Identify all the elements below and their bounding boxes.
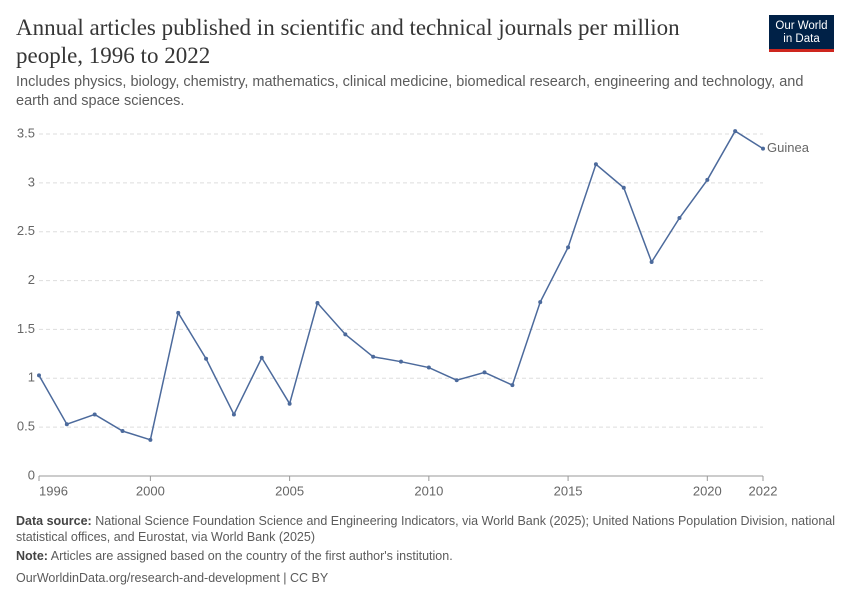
y-tick-label: 3.5 [17,125,35,140]
note-text: Articles are assigned based on the count… [50,549,453,563]
chart-title: Annual articles published in scientific … [16,15,680,68]
point [37,373,41,378]
point [426,365,431,370]
series-label: Guinea [767,140,810,155]
x-tick-label: 2010 [414,483,443,498]
point [705,177,710,182]
point [315,301,320,306]
x-tick-label: 2005 [275,483,304,498]
point [454,378,459,383]
line [38,130,764,441]
point [761,146,765,151]
point [92,412,97,417]
point [621,185,626,190]
x-tick-label: 2022 [749,483,778,498]
logo-text: in Data [783,33,820,45]
y-tick-label: 2.5 [17,223,35,238]
point [733,129,738,134]
x-tick-label: 2020 [693,483,722,498]
point [176,310,181,315]
point [231,412,236,417]
x-tick-label: 2015 [554,483,583,498]
point [566,245,571,250]
point [482,370,487,375]
x-tick-label: 1996 [39,483,68,498]
source-label: Data source: [16,514,92,528]
y-tick-label: 1 [28,370,35,385]
y-tick-label: 0.5 [17,419,35,434]
point [64,422,69,427]
y-tick-label: 3 [28,174,35,189]
logo-text: Our World [775,20,828,32]
point [287,401,292,406]
point [399,359,403,364]
point [371,354,376,359]
x-tick-label: 2000 [136,483,165,498]
point [148,437,153,442]
note: Note: Articles are assigned based on the… [16,548,836,564]
y-tick-label: 1.5 [17,321,35,336]
note-label: Note: [16,549,48,563]
point [259,355,264,360]
point [593,162,598,167]
url[interactable]: OurWorldinData.org/research-and-developm… [16,571,329,585]
point [343,332,348,337]
y-tick-label: 0 [28,467,35,482]
point [510,383,515,388]
point [677,216,682,221]
source-text: National Science Foundation Science and … [16,514,836,544]
chart-subtitle: Includes physics, biology, chemistry, ma… [16,74,804,109]
point [649,260,654,265]
y-tick-label: 2 [28,272,35,287]
point [538,300,543,305]
source: Data source: National Science Foundation… [16,513,836,545]
point [120,429,125,434]
point [204,356,209,361]
logo[interactable]: Our World in Data [769,15,834,52]
